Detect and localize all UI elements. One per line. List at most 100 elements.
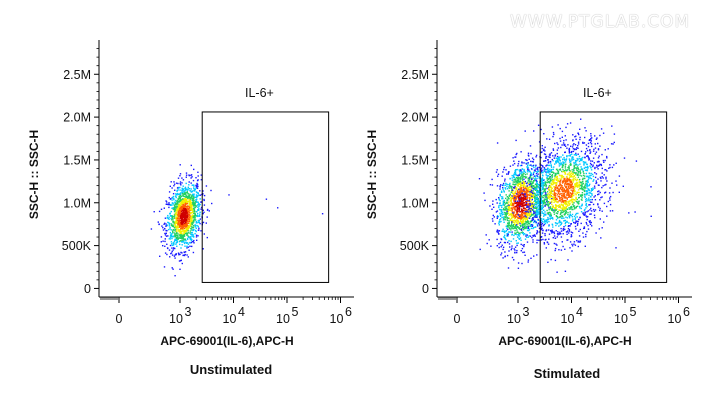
event-dot bbox=[514, 216, 516, 218]
event-dot bbox=[524, 173, 527, 176]
event-dot bbox=[512, 186, 515, 189]
x-tick-exponent: 5 bbox=[630, 305, 637, 319]
event-dot bbox=[571, 186, 573, 188]
event-dot bbox=[547, 169, 550, 172]
event-dot bbox=[541, 165, 544, 167]
event-dot bbox=[609, 187, 611, 189]
event-dot bbox=[519, 191, 521, 193]
event-dot bbox=[162, 245, 164, 247]
event-dot bbox=[554, 182, 556, 184]
event-dot bbox=[168, 191, 171, 193]
event-dot bbox=[526, 188, 528, 190]
event-dot bbox=[532, 207, 535, 209]
event-dot bbox=[586, 211, 588, 213]
event-dot bbox=[502, 216, 504, 218]
event-dot bbox=[496, 230, 498, 232]
event-dot bbox=[181, 218, 184, 220]
x-tick-label: 0 bbox=[116, 312, 123, 326]
event-dot bbox=[191, 208, 193, 210]
event-dot bbox=[174, 230, 176, 232]
event-dot bbox=[179, 212, 181, 214]
event-dot bbox=[584, 211, 587, 214]
event-dot bbox=[569, 199, 571, 201]
event-dot bbox=[552, 210, 554, 212]
event-dot bbox=[507, 197, 509, 199]
event-dot bbox=[551, 126, 554, 128]
event-dot bbox=[512, 225, 514, 227]
event-dot bbox=[552, 205, 554, 207]
event-dot bbox=[549, 162, 552, 164]
x-tick-label: 10 bbox=[276, 312, 290, 326]
event-dot bbox=[199, 213, 201, 215]
event-dot bbox=[522, 180, 524, 183]
event-dot bbox=[526, 210, 528, 213]
event-dot bbox=[573, 143, 575, 145]
event-dot bbox=[546, 169, 548, 171]
event-dot bbox=[562, 233, 564, 235]
event-dot bbox=[529, 183, 531, 185]
event-dot bbox=[530, 177, 532, 179]
event-dot bbox=[548, 187, 550, 190]
event-dot bbox=[173, 223, 175, 225]
event-dot bbox=[611, 182, 613, 184]
event-dot bbox=[577, 132, 579, 134]
event-dot bbox=[542, 183, 544, 185]
event-dot bbox=[562, 229, 565, 232]
event-dot bbox=[183, 195, 185, 198]
event-dot bbox=[193, 187, 195, 189]
event-dot bbox=[556, 271, 558, 273]
event-dot bbox=[582, 189, 584, 191]
event-dot bbox=[505, 194, 507, 196]
event-dot bbox=[538, 211, 540, 213]
event-dot bbox=[499, 199, 501, 202]
event-dot bbox=[565, 202, 567, 205]
event-dot bbox=[562, 142, 565, 144]
event-dot bbox=[506, 196, 508, 198]
event-dot bbox=[585, 215, 587, 217]
event-dot bbox=[173, 197, 175, 200]
event-dot bbox=[574, 193, 576, 195]
event-dot bbox=[541, 178, 544, 180]
event-dot bbox=[571, 179, 573, 181]
event-dot bbox=[541, 185, 543, 187]
event-dot bbox=[560, 194, 563, 197]
event-dot bbox=[550, 196, 552, 198]
event-dot bbox=[172, 207, 174, 209]
event-dot bbox=[585, 144, 588, 146]
event-dot bbox=[609, 197, 611, 199]
event-dot bbox=[542, 201, 544, 203]
event-dot bbox=[536, 242, 538, 244]
event-dot bbox=[575, 197, 577, 199]
event-dot bbox=[552, 168, 554, 171]
event-dot bbox=[570, 199, 572, 202]
event-dot bbox=[520, 173, 522, 175]
event-dot bbox=[525, 159, 527, 161]
event-dot bbox=[545, 247, 547, 249]
event-dot bbox=[509, 231, 511, 233]
event-dot bbox=[511, 231, 513, 233]
event-dot bbox=[160, 241, 162, 243]
event-dot bbox=[489, 205, 491, 207]
event-dot bbox=[535, 200, 537, 203]
event-dot bbox=[519, 172, 521, 174]
event-dot bbox=[191, 199, 193, 201]
event-dot bbox=[502, 246, 505, 248]
event-dot bbox=[556, 216, 559, 218]
event-dot bbox=[650, 215, 652, 217]
event-dot bbox=[535, 211, 538, 213]
event-dot bbox=[503, 191, 505, 193]
event-dot bbox=[535, 180, 538, 182]
event-dot bbox=[530, 227, 533, 230]
event-dot bbox=[550, 185, 552, 187]
event-dot bbox=[540, 225, 543, 227]
event-dot bbox=[515, 214, 517, 216]
event-dot bbox=[536, 177, 538, 180]
event-dot bbox=[184, 207, 186, 210]
event-dot bbox=[191, 224, 193, 226]
event-dot bbox=[182, 214, 184, 216]
event-dot bbox=[507, 232, 509, 235]
event-dot bbox=[567, 196, 570, 198]
event-dot bbox=[479, 248, 481, 251]
events-layer bbox=[150, 164, 324, 277]
event-dot bbox=[568, 222, 570, 224]
